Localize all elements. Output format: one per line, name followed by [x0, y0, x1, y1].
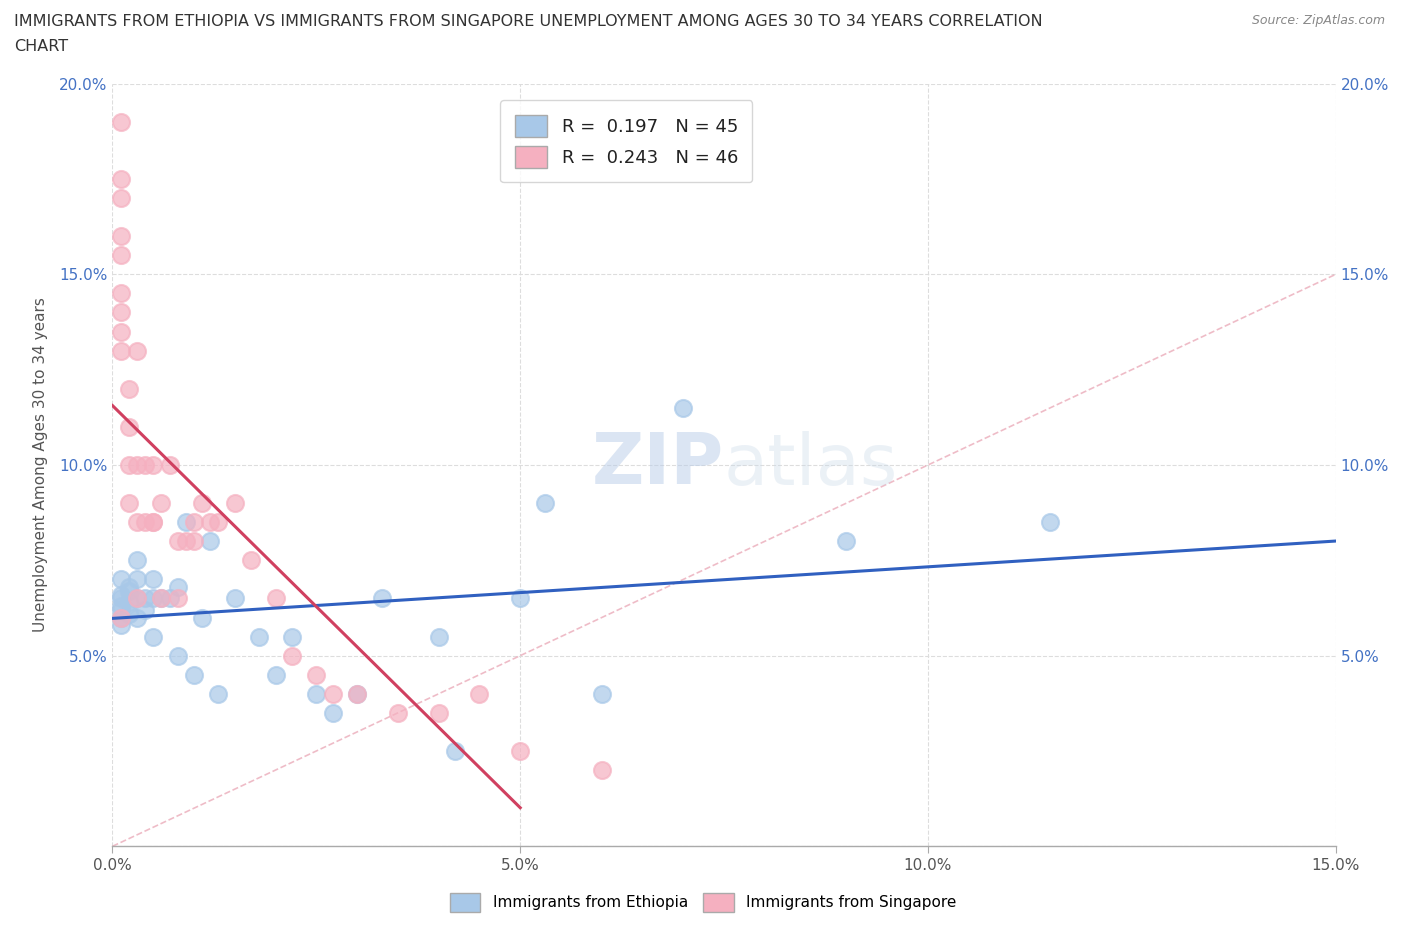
Point — [142, 514, 165, 529]
Point — [110, 286, 132, 301]
Point — [200, 534, 222, 549]
Point — [427, 705, 450, 720]
Point — [174, 514, 197, 529]
Point — [110, 171, 132, 186]
Point — [110, 324, 132, 339]
Point — [125, 343, 148, 358]
Point — [166, 648, 188, 663]
Point — [134, 514, 156, 529]
Point — [142, 572, 165, 587]
Point — [110, 587, 132, 602]
Point — [207, 686, 229, 701]
Text: ZIP: ZIP — [592, 431, 724, 499]
Point — [281, 629, 304, 644]
Text: IMMIGRANTS FROM ETHIOPIA VS IMMIGRANTS FROM SINGAPORE UNEMPLOYMENT AMONG AGES 30: IMMIGRANTS FROM ETHIOPIA VS IMMIGRANTS F… — [14, 14, 1043, 29]
Point — [264, 668, 287, 683]
Point — [346, 686, 368, 701]
Point — [125, 458, 148, 472]
Legend: R =  0.197   N = 45, R =  0.243   N = 46: R = 0.197 N = 45, R = 0.243 N = 46 — [501, 100, 752, 182]
Point — [110, 599, 132, 614]
Point — [125, 552, 148, 567]
Text: atlas: atlas — [724, 431, 898, 499]
Point — [118, 583, 141, 598]
Point — [672, 400, 695, 415]
Point — [159, 591, 181, 606]
Point — [110, 610, 132, 625]
Point — [118, 419, 141, 434]
Point — [118, 606, 141, 621]
Point — [110, 114, 132, 129]
Point — [427, 629, 450, 644]
Point — [110, 191, 132, 206]
Point — [533, 496, 555, 511]
Point — [118, 496, 141, 511]
Point — [150, 591, 173, 606]
Point — [264, 591, 287, 606]
Point — [240, 552, 263, 567]
Point — [166, 591, 188, 606]
Point — [247, 629, 270, 644]
Point — [110, 305, 132, 320]
Point — [191, 610, 214, 625]
Point — [110, 591, 132, 606]
Point — [142, 591, 165, 606]
Point — [110, 247, 132, 262]
Point — [591, 686, 613, 701]
Point — [387, 705, 409, 720]
Text: CHART: CHART — [14, 39, 67, 54]
Point — [370, 591, 392, 606]
Point — [166, 579, 188, 594]
Point — [183, 514, 205, 529]
Point — [200, 514, 222, 529]
Point — [166, 534, 188, 549]
Point — [591, 763, 613, 777]
Point — [159, 458, 181, 472]
Legend: Immigrants from Ethiopia, Immigrants from Singapore: Immigrants from Ethiopia, Immigrants fro… — [444, 887, 962, 918]
Point — [118, 595, 141, 610]
Point — [125, 610, 148, 625]
Point — [224, 591, 246, 606]
Point — [110, 572, 132, 587]
Point — [142, 458, 165, 472]
Point — [322, 705, 344, 720]
Point — [150, 496, 173, 511]
Point — [305, 668, 328, 683]
Text: Source: ZipAtlas.com: Source: ZipAtlas.com — [1251, 14, 1385, 27]
Point — [1039, 514, 1062, 529]
Point — [110, 603, 132, 618]
Point — [150, 591, 173, 606]
Point — [509, 744, 531, 759]
Point — [142, 514, 165, 529]
Point — [118, 381, 141, 396]
Point — [134, 458, 156, 472]
Point — [207, 514, 229, 529]
Point — [281, 648, 304, 663]
Point — [110, 343, 132, 358]
Point — [183, 534, 205, 549]
Point — [305, 686, 328, 701]
Point — [224, 496, 246, 511]
Point — [174, 534, 197, 549]
Point — [110, 229, 132, 244]
Point — [118, 458, 141, 472]
Point — [110, 618, 132, 632]
Point — [125, 572, 148, 587]
Point — [134, 591, 156, 606]
Point — [191, 496, 214, 511]
Point — [125, 591, 148, 606]
Y-axis label: Unemployment Among Ages 30 to 34 years: Unemployment Among Ages 30 to 34 years — [34, 298, 48, 632]
Point — [509, 591, 531, 606]
Point — [835, 534, 858, 549]
Point — [125, 591, 148, 606]
Point — [183, 668, 205, 683]
Point — [346, 686, 368, 701]
Point — [468, 686, 491, 701]
Point — [444, 744, 467, 759]
Point — [142, 629, 165, 644]
Point — [110, 610, 132, 625]
Point — [118, 579, 141, 594]
Point — [322, 686, 344, 701]
Point — [134, 603, 156, 618]
Point — [125, 514, 148, 529]
